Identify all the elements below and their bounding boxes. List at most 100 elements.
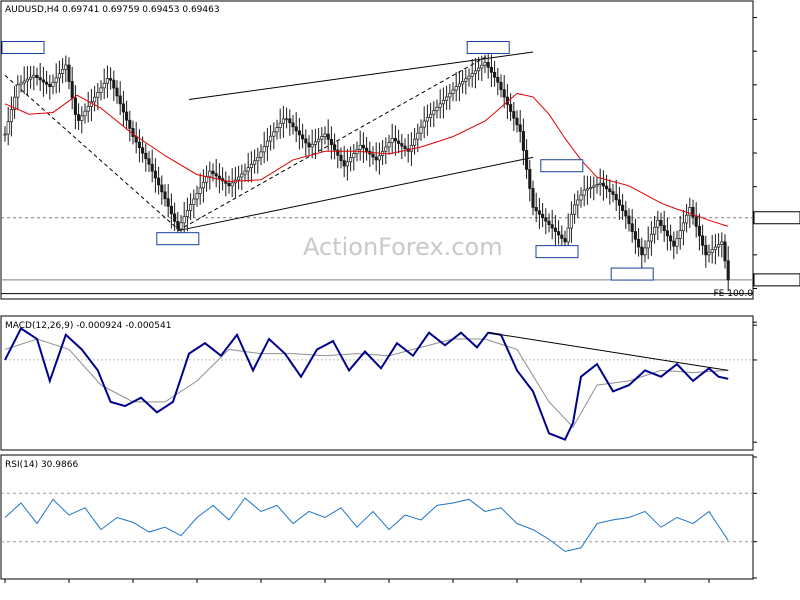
- candle-body: [454, 86, 458, 91]
- candle-body: [416, 132, 420, 140]
- macd-signal-line: [4, 338, 729, 428]
- candle-body: [419, 126, 423, 134]
- candle-body: [726, 260, 730, 281]
- candle-body: [451, 89, 455, 94]
- candle-body: [614, 194, 618, 201]
- candle-body: [349, 157, 353, 163]
- candle-body: [205, 176, 209, 183]
- candle-body: [691, 207, 695, 218]
- candle-body: [83, 110, 87, 117]
- candle-body: [29, 76, 33, 80]
- candle-body: [169, 205, 173, 215]
- candle-body: [16, 84, 20, 98]
- candle-body: [569, 213, 573, 229]
- candle-body: [70, 81, 74, 99]
- candle-body: [22, 80, 26, 84]
- candle-body: [201, 181, 205, 189]
- candle-body: [576, 199, 580, 206]
- candle-body: [304, 138, 308, 144]
- candle-body: [227, 183, 231, 187]
- macd-line: [4, 327, 729, 441]
- candle-body: [560, 234, 564, 239]
- candle-body: [339, 154, 343, 161]
- candle-body: [297, 130, 301, 136]
- candle-body: [243, 170, 247, 175]
- candle-body: [54, 77, 58, 83]
- candle-body: [198, 187, 202, 194]
- candle-body: [710, 249, 714, 253]
- level-tag: [753, 273, 800, 287]
- candle-body: [121, 103, 125, 113]
- candle-body: [470, 73, 474, 77]
- candle-body: [182, 216, 186, 224]
- candle-body: [608, 188, 612, 192]
- candle-body: [400, 143, 404, 147]
- candle-body: [601, 182, 605, 187]
- candle-body: [521, 131, 525, 151]
- candle-body: [518, 124, 522, 132]
- candle-body: [659, 219, 663, 226]
- candle-body: [390, 137, 394, 144]
- candle-body: [310, 144, 314, 148]
- rsi-line: [4, 497, 729, 552]
- rsi-title: RSI(14) 30.9866: [5, 460, 78, 470]
- candle-body: [285, 118, 289, 121]
- candle-body: [294, 126, 298, 132]
- candle-body: [25, 78, 29, 82]
- candle-body: [704, 245, 708, 256]
- annotation-box: [540, 159, 584, 173]
- candle-body: [102, 82, 106, 89]
- candle-body: [134, 136, 138, 143]
- candle-body: [326, 133, 330, 140]
- candle-body: [531, 188, 535, 208]
- candle-body: [333, 144, 337, 151]
- candle-body: [509, 104, 513, 112]
- annotation-box: [535, 245, 579, 259]
- candle-body: [713, 246, 717, 251]
- candle-body: [681, 222, 685, 232]
- candle-body: [131, 128, 135, 137]
- candle-body: [720, 241, 724, 245]
- macd-lines: [1, 324, 757, 443]
- candle-body: [313, 141, 317, 145]
- candle-body: [483, 62, 487, 66]
- candle-body: [166, 198, 170, 207]
- candle-body: [189, 204, 193, 211]
- candle-body: [547, 220, 551, 225]
- candle-body: [435, 106, 439, 112]
- candle-body: [409, 144, 413, 152]
- candle-body: [249, 163, 253, 169]
- candle-body: [144, 152, 148, 160]
- candle-body: [320, 136, 324, 140]
- candle-body: [281, 118, 285, 124]
- candle-body: [496, 76, 500, 83]
- candle-body: [672, 240, 676, 247]
- candle-body: [432, 110, 436, 115]
- candle-body: [633, 231, 637, 240]
- candle-body: [336, 149, 340, 156]
- candle-body: [502, 89, 506, 98]
- annotation-box: [1, 41, 45, 55]
- candle-body: [93, 96, 97, 103]
- candle-body: [643, 247, 647, 256]
- candle-body: [480, 64, 484, 69]
- candle-body: [51, 81, 55, 87]
- trendline: [177, 55, 489, 232]
- candle-body: [105, 78, 109, 84]
- candle-body: [563, 238, 567, 243]
- macd-trendline: [488, 332, 729, 371]
- candle-body: [541, 213, 545, 219]
- candle-body: [499, 81, 503, 91]
- candle-body: [342, 160, 346, 167]
- candle-body: [429, 113, 433, 118]
- candle-body: [269, 135, 273, 142]
- candle-body: [553, 227, 557, 232]
- candle-body: [422, 120, 426, 128]
- candle-body: [438, 103, 442, 108]
- candle-body: [109, 78, 113, 81]
- candle-body: [371, 153, 375, 158]
- candle-body: [662, 225, 666, 232]
- candle-body: [345, 161, 349, 167]
- candle-body: [515, 117, 519, 126]
- candle-body: [624, 210, 628, 217]
